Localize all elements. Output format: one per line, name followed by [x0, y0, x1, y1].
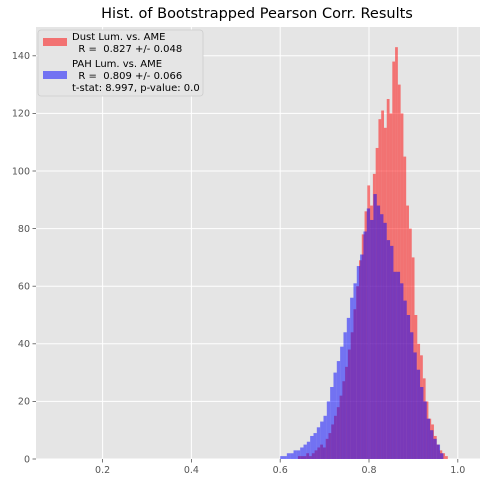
histogram-bar — [390, 245, 394, 459]
histogram-bar — [380, 214, 384, 459]
histogram-bar — [306, 441, 311, 459]
x-tick-label: 0.2 — [95, 465, 110, 476]
histogram-bar — [423, 401, 427, 459]
histogram-bar — [296, 450, 301, 459]
y-tick-label: 140 — [12, 51, 30, 62]
histogram-bar — [395, 47, 398, 459]
y-tick-label: 0 — [24, 454, 30, 465]
histogram-bar — [383, 222, 387, 459]
histogram-bar — [313, 433, 317, 459]
histogram-bar — [346, 317, 351, 459]
legend-swatch-dust — [43, 38, 67, 46]
series-pah — [280, 194, 444, 460]
histogram-bar — [353, 283, 357, 459]
histogram-bar — [343, 332, 347, 459]
histogram-bar — [436, 444, 441, 459]
histogram-bar — [333, 372, 337, 459]
y-tick-label: 40 — [18, 339, 30, 350]
histogram-bar — [366, 208, 371, 459]
histogram-bar — [303, 444, 307, 459]
histogram-bar — [350, 297, 354, 459]
histogram-bar — [363, 231, 367, 459]
histogram-bar — [410, 332, 414, 459]
histogram-bar — [400, 283, 404, 459]
legend-label-dust: Dust Lum. vs. AME — [72, 32, 165, 43]
y-tick-label: 20 — [18, 397, 30, 408]
histogram-bar — [406, 315, 411, 459]
histogram-bar — [433, 438, 437, 459]
histogram-bar — [413, 352, 417, 459]
histogram-bar — [376, 205, 381, 459]
histogram-bar — [393, 271, 397, 459]
histogram-bar — [440, 453, 444, 459]
histogram-bar — [300, 447, 304, 459]
histogram-bar — [326, 401, 331, 459]
histogram-bar — [430, 430, 434, 459]
histogram-bar — [396, 271, 401, 459]
histogram-bar — [340, 346, 344, 459]
legend-swatch-pah — [43, 71, 67, 79]
histogram-bar — [290, 453, 294, 459]
histogram-bar — [386, 240, 391, 459]
x-tick-label: 1.0 — [450, 465, 465, 476]
legend-box — [37, 29, 204, 97]
histogram-bar — [373, 194, 377, 460]
histogram-bar — [310, 435, 314, 459]
x-tick-label: 0.6 — [273, 465, 288, 476]
histogram-bar — [426, 418, 431, 459]
histogram-bar — [286, 453, 291, 459]
histogram-bar — [280, 456, 284, 459]
histogram-bar — [316, 427, 321, 459]
y-tick-label: 120 — [12, 109, 30, 120]
y-tick-label: 80 — [18, 224, 30, 235]
histogram-bar — [442, 453, 446, 459]
histogram-bar — [336, 361, 341, 459]
bars — [280, 47, 448, 460]
chart-title: Hist. of Bootstrapped Pearson Corr. Resu… — [101, 6, 413, 22]
histogram-bar — [330, 387, 334, 459]
histogram-bar — [320, 421, 324, 459]
legend: Dust Lum. vs. AME R = 0.827 +/- 0.048 PA… — [37, 29, 204, 97]
histogram-bar — [293, 450, 297, 459]
histogram-bar — [283, 456, 287, 459]
legend-stat-pah: R = 0.809 +/- 0.066 — [72, 71, 182, 82]
y-tick-label: 100 — [12, 166, 30, 177]
histogram-bar — [403, 300, 407, 459]
histogram-bar — [416, 369, 421, 459]
legend-stat-dust: R = 0.827 +/- 0.048 — [72, 44, 182, 55]
legend-label-pah: PAH Lum. vs. AME — [72, 59, 162, 70]
x-axis-ticks: 0.2 0.4 0.6 0.8 1.0 — [95, 459, 465, 476]
legend-ttest: t-stat: 8.997, p-value: 0.0 — [72, 83, 200, 94]
histogram-bar — [356, 266, 361, 459]
histogram-bar — [370, 219, 374, 459]
x-tick-label: 0.8 — [361, 465, 376, 476]
histogram-bar — [445, 456, 448, 459]
histogram-bar — [323, 415, 327, 459]
x-tick-label: 0.4 — [184, 465, 199, 476]
y-axis-ticks: 0 20 40 60 80 100 120 140 — [12, 51, 36, 465]
y-tick-label: 60 — [18, 282, 30, 293]
histogram-bar — [392, 61, 396, 460]
histogram-bar — [360, 254, 364, 459]
histogram-bar — [420, 387, 424, 459]
